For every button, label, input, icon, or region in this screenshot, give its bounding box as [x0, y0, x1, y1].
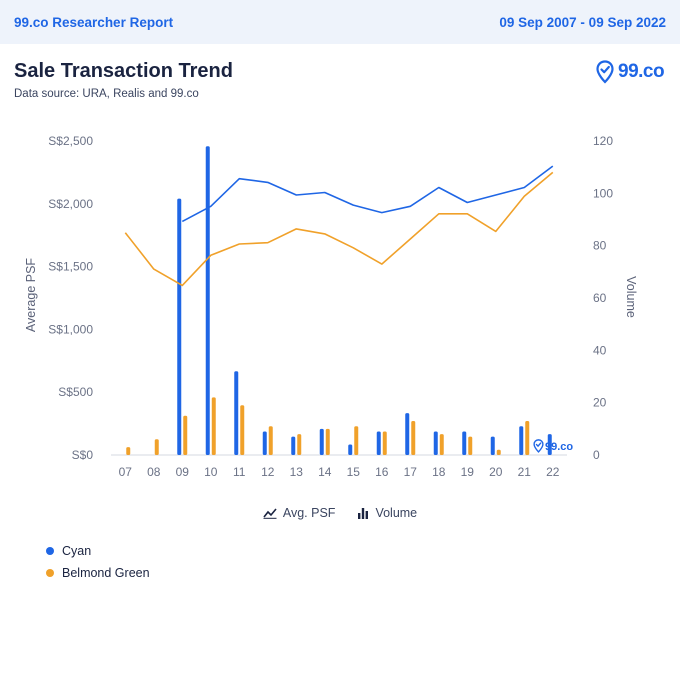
series-legend: Cyan Belmond Green: [46, 540, 150, 584]
volume-bar-cyan[interactable]: [319, 428, 324, 455]
x-tick-label: 16: [375, 465, 389, 479]
x-tick-label: 07: [119, 465, 133, 479]
right-tick-label: 20: [593, 396, 607, 410]
volume-bar-belmond-green[interactable]: [439, 434, 444, 455]
right-tick-label: 80: [593, 239, 607, 253]
x-tick-label: 14: [318, 465, 332, 479]
x-tick-label: 22: [546, 465, 560, 479]
watermark-pin-icon: [533, 439, 544, 453]
x-axis-ticks: 07 08 09 10 11 12 13 14 15 16 17 18 19 20 21 22: [119, 465, 560, 479]
legend-volume[interactable]: Volume: [357, 506, 417, 520]
volume-bar-belmond-green[interactable]: [268, 426, 273, 455]
series-label-cyan: Cyan: [62, 544, 92, 558]
volume-bar-cyan[interactable]: [519, 426, 524, 455]
x-tick-label: 19: [461, 465, 475, 479]
report-name: 99.co Researcher Report: [14, 14, 174, 30]
x-tick-label: 13: [290, 465, 304, 479]
left-axis-title: Average PSF: [24, 258, 38, 332]
volume-bars: [126, 146, 552, 456]
volume-bar-cyan[interactable]: [547, 434, 552, 455]
x-tick-label: 09: [176, 465, 190, 479]
belmond-green-color-dot: [46, 569, 54, 577]
volume-bar-belmond-green[interactable]: [183, 415, 188, 455]
watermark: 99.co: [533, 439, 573, 453]
line-chart-icon: [263, 508, 277, 519]
x-tick-label: 11: [233, 465, 246, 479]
chart-title: Sale Transaction Trend: [14, 60, 233, 82]
x-tick-label: 12: [261, 465, 275, 479]
x-tick-label: 08: [147, 465, 161, 479]
volume-bar-cyan[interactable]: [234, 371, 239, 455]
report-date-range: 09 Sep 2007 - 09 Sep 2022: [499, 14, 666, 30]
brand-logo: 99.co: [596, 60, 665, 84]
right-axis-title: Volume: [624, 276, 638, 318]
volume-bar-cyan[interactable]: [376, 431, 381, 455]
volume-bar-belmond-green[interactable]: [154, 439, 159, 455]
report-header-bar: 99.co Researcher Report 09 Sep 2007 - 09…: [0, 0, 680, 44]
x-tick-label: 21: [518, 465, 532, 479]
volume-bar-belmond-green[interactable]: [325, 428, 330, 455]
left-tick-label: S$500: [58, 385, 93, 399]
volume-bar-cyan[interactable]: [490, 436, 495, 455]
sale-transaction-chart: S$0 S$500 S$1,000 S$1,500 S$2,000 S$2,500 0 20…: [24, 134, 638, 479]
volume-bar-belmond-green[interactable]: [411, 420, 416, 455]
right-tick-label: 60: [593, 291, 607, 305]
series-item-cyan[interactable]: Cyan: [46, 540, 150, 562]
volume-bar-cyan[interactable]: [433, 431, 438, 455]
x-tick-label: 15: [347, 465, 361, 479]
x-tick-label: 20: [489, 465, 503, 479]
x-tick-label: 18: [432, 465, 446, 479]
right-tick-label: 40: [593, 343, 607, 357]
volume-bar-cyan[interactable]: [262, 431, 267, 455]
volume-bar-belmond-green[interactable]: [382, 431, 387, 455]
cyan-color-dot: [46, 547, 54, 555]
watermark-text: 99.co: [545, 441, 573, 453]
legend-avg-psf-label: Avg. PSF: [282, 506, 336, 520]
left-tick-label: S$2,500: [48, 134, 93, 148]
volume-bar-cyan[interactable]: [291, 436, 296, 455]
right-tick-label: 120: [593, 134, 613, 148]
chart-subtitle: Data source: URA, Realis and 99.co: [14, 88, 199, 100]
series-label-belmond-green: Belmond Green: [62, 566, 150, 580]
volume-bar-cyan[interactable]: [177, 198, 182, 456]
right-tick-label: 100: [593, 186, 613, 200]
brand-logo-text: 99.co: [618, 61, 665, 82]
volume-bar-belmond-green[interactable]: [297, 434, 302, 455]
volume-bar-belmond-green[interactable]: [525, 420, 530, 455]
volume-bar-cyan[interactable]: [348, 444, 353, 455]
volume-bar-belmond-green[interactable]: [496, 449, 501, 455]
legend-avg-psf[interactable]: Avg. PSF: [263, 506, 336, 520]
left-tick-label: S$1,000: [48, 322, 93, 336]
left-axis-ticks: S$0 S$500 S$1,000 S$1,500 S$2,000 S$2,500: [48, 134, 93, 462]
volume-bar-belmond-green[interactable]: [354, 426, 359, 455]
legend-volume-label: Volume: [375, 506, 418, 520]
left-tick-label: S$2,000: [48, 197, 93, 211]
volume-bar-belmond-green[interactable]: [126, 447, 131, 455]
x-tick-label: 10: [204, 465, 218, 479]
volume-bar-cyan[interactable]: [405, 413, 410, 455]
x-tick-label: 17: [404, 465, 418, 479]
volume-bar-belmond-green[interactable]: [240, 405, 245, 455]
chart-legend: Avg. PSF Volume: [0, 506, 680, 520]
right-tick-label: 0: [593, 448, 600, 462]
location-pin-icon: [596, 60, 614, 84]
series-item-belmond-green[interactable]: Belmond Green: [46, 562, 150, 584]
bar-chart-icon: [358, 508, 369, 519]
left-tick-label: S$0: [72, 448, 94, 462]
volume-bar-belmond-green[interactable]: [211, 397, 216, 455]
psf-line-belmond-green[interactable]: [124, 171, 554, 287]
psf-lines: [124, 165, 554, 287]
volume-bar-cyan[interactable]: [462, 431, 467, 455]
volume-bar-belmond-green[interactable]: [468, 436, 473, 455]
psf-line-cyan[interactable]: [181, 165, 554, 223]
right-axis-ticks: 0 20 40 60 80 100 120: [593, 134, 613, 462]
volume-bar-cyan[interactable]: [205, 146, 210, 455]
left-tick-label: S$1,500: [48, 260, 93, 274]
